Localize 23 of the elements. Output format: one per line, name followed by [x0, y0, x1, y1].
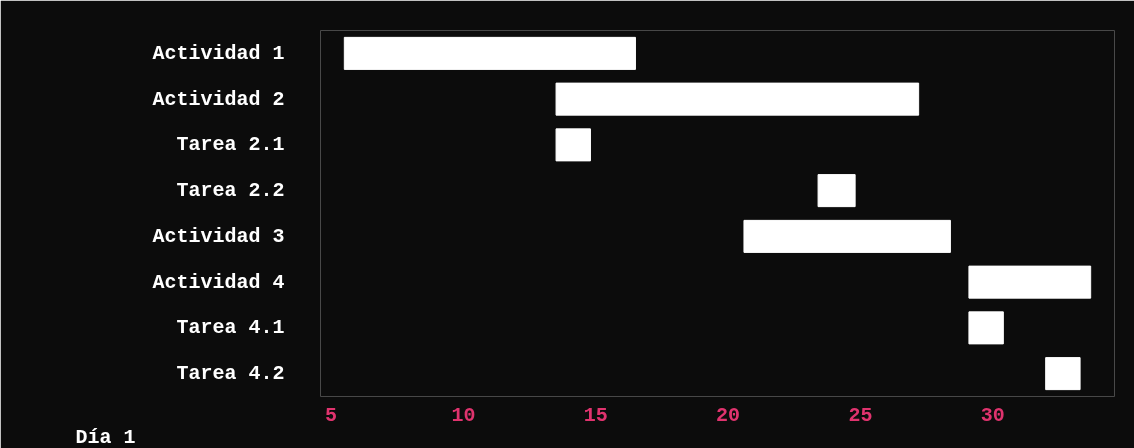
x-tick-label: 25: [848, 403, 873, 427]
bar: [817, 174, 856, 208]
bar: [968, 311, 1004, 345]
y-tick-label: Tarea 4.1: [176, 316, 285, 340]
x-tick-label: 20: [716, 403, 741, 427]
bar: [343, 36, 636, 70]
x-tick-label: 30: [980, 403, 1005, 427]
x-tick-label: 5: [325, 403, 338, 427]
bar: [555, 128, 591, 162]
y-tick-label: Actividad 3: [152, 224, 285, 248]
y-tick-label: Tarea 2.2: [176, 179, 285, 203]
bar: [968, 265, 1092, 299]
bar: [555, 82, 920, 116]
bar: [743, 219, 951, 253]
x-axis-title: Día 1: [75, 425, 136, 448]
x-tick-label: 10: [451, 403, 476, 427]
y-tick-label: Tarea 4.2: [176, 362, 285, 386]
y-tick-label: Actividad 2: [152, 87, 285, 111]
y-tick-label: Actividad 1: [152, 41, 285, 65]
x-tick-label: 15: [583, 403, 608, 427]
y-tick-label: Actividad 4: [152, 270, 285, 294]
bar: [1045, 357, 1081, 391]
y-tick-label: Tarea 2.1: [176, 133, 285, 157]
